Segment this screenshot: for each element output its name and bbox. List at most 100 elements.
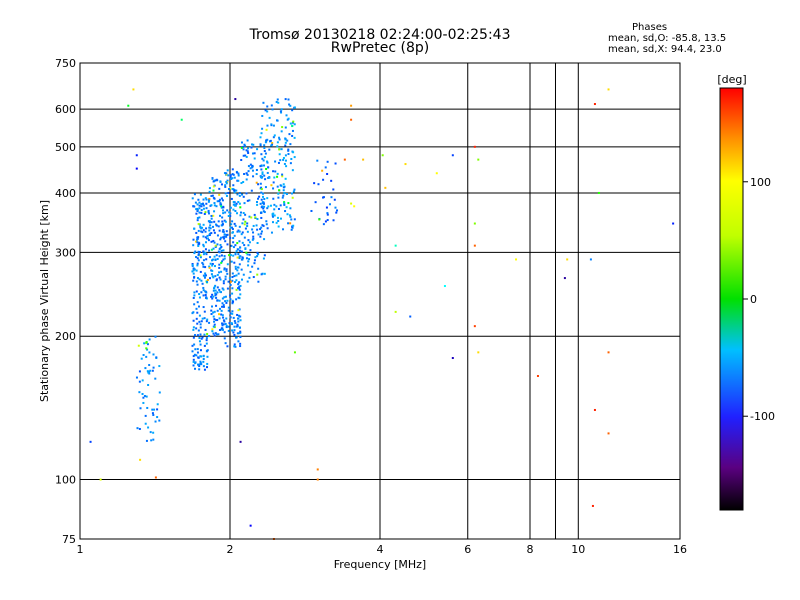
data-point	[435, 172, 438, 175]
data-point	[212, 229, 215, 232]
data-point	[222, 212, 225, 215]
data-point	[203, 310, 206, 313]
data-point	[195, 290, 198, 293]
data-point	[593, 408, 596, 411]
data-point	[227, 325, 230, 328]
data-point	[272, 124, 275, 127]
data-point	[281, 126, 284, 129]
data-point	[199, 254, 202, 257]
data-point	[236, 212, 239, 215]
data-point	[234, 267, 237, 270]
data-point	[152, 414, 155, 417]
data-point	[196, 203, 199, 206]
data-point	[220, 206, 223, 209]
data-point	[209, 256, 212, 259]
data-point	[381, 154, 384, 157]
data-point	[232, 254, 235, 257]
data-point	[241, 278, 244, 281]
data-point	[204, 251, 207, 254]
data-point	[205, 339, 208, 342]
data-point	[208, 221, 211, 224]
data-point	[213, 231, 216, 234]
data-point	[293, 136, 296, 139]
data-point	[231, 228, 234, 231]
data-point	[146, 370, 149, 373]
data-point	[284, 141, 287, 144]
data-point	[282, 189, 285, 192]
data-point	[214, 179, 217, 182]
data-point	[326, 213, 329, 216]
data-point	[208, 226, 211, 229]
data-point	[244, 227, 247, 230]
data-point	[216, 273, 219, 276]
data-point	[231, 231, 234, 234]
data-point	[243, 202, 246, 205]
data-point	[141, 379, 144, 382]
data-point	[239, 211, 242, 214]
data-point	[262, 101, 265, 104]
data-point	[241, 222, 244, 225]
data-point	[224, 185, 227, 188]
data-point	[152, 431, 155, 434]
data-point	[292, 190, 295, 193]
chart-title: Tromsø 20130218 02:24:00-02:25:43	[249, 27, 511, 43]
data-point	[208, 265, 211, 268]
data-point	[222, 236, 225, 239]
data-point	[220, 270, 223, 273]
data-point	[237, 283, 240, 286]
data-point	[245, 192, 248, 195]
data-point	[225, 230, 228, 233]
data-point	[192, 267, 195, 270]
data-point	[224, 220, 227, 223]
data-point	[239, 345, 242, 348]
data-point	[225, 324, 228, 327]
data-point	[220, 261, 223, 264]
data-point	[239, 342, 242, 345]
data-point	[235, 325, 238, 328]
data-point	[218, 247, 221, 250]
data-point	[180, 118, 183, 121]
data-point	[199, 361, 202, 364]
data-point	[276, 172, 279, 175]
data-point	[289, 143, 292, 146]
x-tick-label: 16	[673, 543, 687, 556]
data-point	[229, 312, 232, 315]
data-point	[237, 174, 240, 177]
data-point	[213, 197, 216, 200]
data-point	[316, 478, 319, 481]
data-point	[205, 296, 208, 299]
data-point	[144, 422, 147, 425]
data-point	[215, 319, 218, 322]
data-point	[233, 320, 236, 323]
data-point	[225, 326, 228, 329]
data-point	[267, 176, 270, 179]
data-point	[243, 236, 246, 239]
data-point	[291, 134, 294, 137]
data-point	[293, 156, 296, 159]
data-point	[238, 263, 241, 266]
data-point	[132, 88, 135, 91]
data-point	[218, 187, 221, 190]
data-point	[237, 309, 240, 312]
data-point	[234, 252, 237, 255]
data-point	[289, 207, 292, 210]
data-point	[237, 201, 240, 204]
data-point	[252, 175, 255, 178]
data-point	[241, 231, 244, 234]
data-point	[201, 226, 204, 229]
data-point	[218, 266, 221, 269]
data-point	[194, 362, 197, 365]
data-point	[266, 197, 269, 200]
data-point	[198, 336, 201, 339]
data-point	[283, 192, 286, 195]
data-point	[255, 181, 258, 184]
data-point	[192, 319, 195, 322]
data-point	[231, 272, 234, 275]
data-point	[224, 322, 227, 325]
data-point	[158, 365, 161, 368]
data-point	[245, 155, 248, 158]
data-point	[228, 277, 231, 280]
data-point	[240, 141, 243, 144]
data-point	[239, 315, 242, 318]
